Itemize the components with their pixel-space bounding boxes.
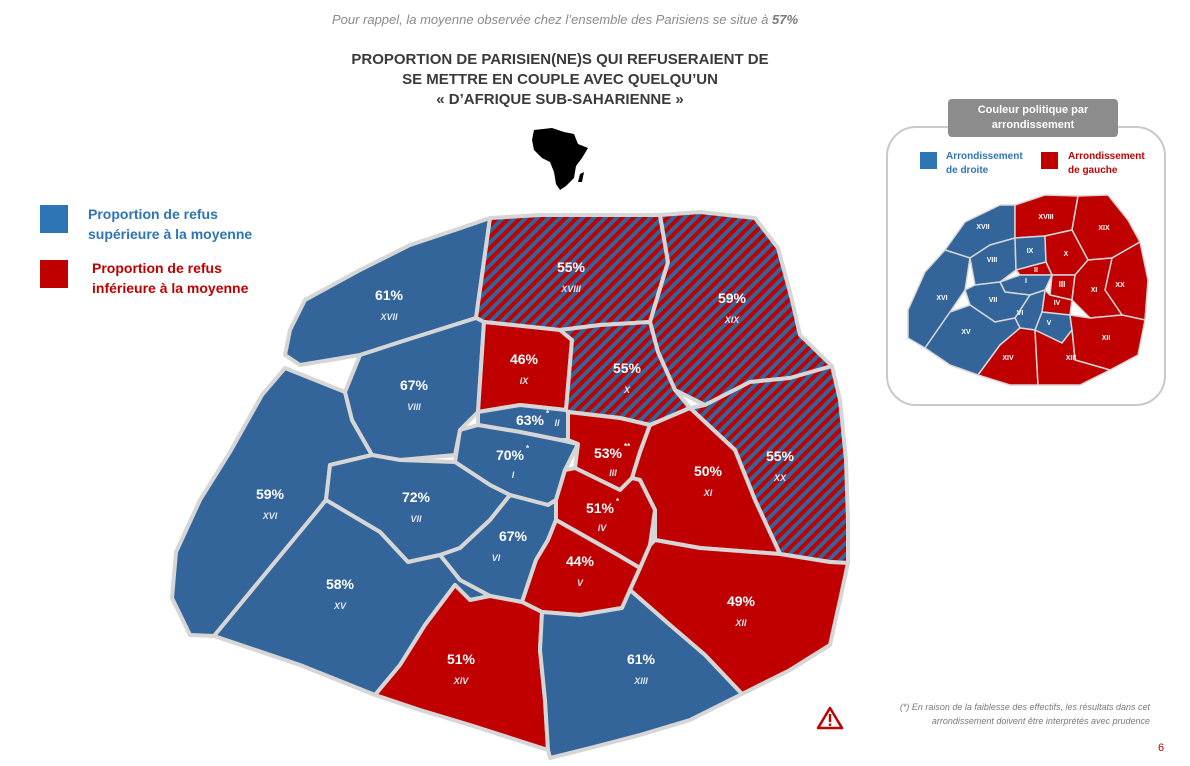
inset-label-XVII: XVII	[976, 224, 989, 231]
inset-label-X: X	[1064, 251, 1069, 258]
title-line-2: SE METTRE EN COUPLE AVEC QUELQU’UN	[402, 71, 718, 88]
label-star-II: *	[546, 409, 550, 418]
district-XIV[interactable]	[373, 583, 550, 752]
label-num-XVI: XVI	[262, 511, 278, 521]
label-num-VII: VII	[410, 514, 422, 524]
label-num-XIX: XIX	[724, 315, 741, 325]
inset-label-IX: IX	[1027, 248, 1034, 255]
inset-label-XV: XV	[961, 329, 971, 336]
inset-label-XVI: XVI	[936, 295, 947, 302]
legend-below-text: Proportion de refus inférieure à la moye…	[92, 260, 249, 296]
warning-triangle-icon	[816, 706, 844, 730]
inset-label-II: II	[1034, 267, 1038, 274]
district-XIII[interactable]	[538, 588, 744, 760]
label-pct-VI: 67%	[499, 528, 528, 544]
label-star-I: *	[526, 444, 530, 453]
inset-label-I: I	[1025, 278, 1027, 285]
africa-silhouette-icon	[532, 128, 588, 190]
footnote: (*) En raison de la faiblesse des effect…	[846, 700, 1150, 728]
label-star-III: **	[624, 442, 631, 451]
legend-above-swatch	[40, 205, 68, 233]
label-pct-III: 53%	[594, 445, 623, 461]
label-num-III: III	[609, 468, 617, 478]
inset-legend-right-swatch	[920, 152, 937, 169]
label-pct-XII: 49%	[727, 593, 756, 609]
label-pct-XVIII: 55%	[557, 259, 586, 275]
label-pct-XVII: 61%	[375, 287, 404, 303]
label-pct-XVI: 59%	[256, 486, 285, 502]
inset-label-IV: IV	[1054, 300, 1061, 307]
label-num-I: I	[512, 470, 515, 480]
label-pct-XIII: 61%	[627, 651, 656, 667]
label-num-VIII: VIII	[407, 402, 421, 412]
inset-map: XVII XVIII XIX XVI VIII IX X XX II I III…	[907, 194, 1149, 386]
label-pct-I: 70%	[496, 447, 525, 463]
label-pct-X: 55%	[613, 360, 642, 376]
district-VIII[interactable]	[343, 316, 486, 462]
label-pct-IV: 51%	[586, 500, 615, 516]
inset-label-XVIII: XVIII	[1038, 214, 1053, 221]
paris-map: 61% XVII 55% XVIII 59% XIX 59% XVI 67% V…	[170, 210, 850, 760]
label-pct-VIII: 67%	[400, 377, 429, 393]
label-pct-IX: 46%	[510, 351, 539, 367]
label-num-V: V	[577, 578, 584, 588]
subtitle-prefix: Pour rappel, la moyenne observée chez l’…	[331, 12, 769, 27]
inset-district-XI[interactable]	[1071, 257, 1123, 319]
label-num-XVII: XVII	[379, 312, 398, 322]
inset-label-XIV: XIV	[1002, 355, 1014, 362]
footnote-line-1: (*) En raison de la faiblesse des effect…	[899, 702, 1150, 712]
label-num-II: II	[554, 418, 560, 428]
label-num-XIII: XIII	[633, 676, 648, 686]
label-num-XIV: XIV	[453, 676, 470, 686]
subtitle: Pour rappel, la moyenne observée chez l’…	[0, 12, 1130, 27]
legend-above-text: Proportion de refus supérieure à la moye…	[88, 206, 253, 242]
inset-label-VIII: VIII	[987, 257, 998, 264]
label-pct-XIV: 51%	[447, 651, 476, 667]
label-num-IV: IV	[598, 523, 608, 533]
label-pct-XV: 58%	[326, 576, 355, 592]
label-num-XV: XV	[333, 601, 347, 611]
page-title: PROPORTION DE PARISIEN(NE)S QUI REFUSERA…	[330, 50, 790, 110]
inset-label-XX: XX	[1115, 282, 1125, 289]
inset-district-XIII[interactable]	[1034, 329, 1111, 386]
inset-label-XIII: XIII	[1066, 355, 1077, 362]
label-num-XVIII: XVIII	[560, 284, 581, 294]
label-pct-XX: 55%	[766, 448, 795, 464]
subtitle-value: 57%	[772, 12, 799, 27]
district-IX[interactable]	[476, 320, 574, 414]
inset-legend-left-swatch	[1041, 152, 1058, 169]
footnote-line-2: arrondissement doivent être interprétés …	[931, 716, 1150, 726]
page-number: 6	[1158, 742, 1165, 754]
inset-label-XII: XII	[1102, 335, 1111, 342]
label-num-XII: XII	[734, 618, 747, 628]
inset-label-XI: XI	[1091, 287, 1098, 294]
label-pct-XI: 50%	[694, 463, 723, 479]
title-line-3: « D’AFRIQUE SUB-SAHARIENNE »	[436, 91, 684, 108]
label-pct-II: 63%	[516, 412, 545, 428]
label-star-IV: *	[616, 497, 620, 506]
label-pct-XIX: 59%	[718, 290, 747, 306]
label-pct-V: 44%	[566, 553, 595, 569]
inset-label-III: III	[1059, 280, 1066, 289]
label-num-VI: VI	[492, 553, 501, 563]
inset-district-XV[interactable]	[924, 304, 1021, 376]
inset-label-VII: VII	[989, 297, 998, 304]
label-num-IX: IX	[520, 376, 530, 386]
inset-label-V: V	[1047, 320, 1052, 327]
label-num-XI: XI	[703, 488, 713, 498]
inset-label-VI: VI	[1017, 310, 1024, 317]
label-num-XX: XX	[773, 473, 787, 483]
label-num-X: X	[623, 385, 631, 395]
inset-legend-left-text: Arrondissement de gauche	[1068, 151, 1145, 176]
inset-legend-right-text: Arrondissement de droite	[946, 151, 1023, 176]
label-pct-VII: 72%	[402, 489, 431, 505]
inset-label-XIX: XIX	[1098, 225, 1110, 232]
legend-below-swatch	[40, 260, 68, 288]
title-line-1: PROPORTION DE PARISIEN(NE)S QUI REFUSERA…	[351, 51, 769, 68]
inset-title: Couleur politique par arrondissement	[948, 99, 1118, 137]
